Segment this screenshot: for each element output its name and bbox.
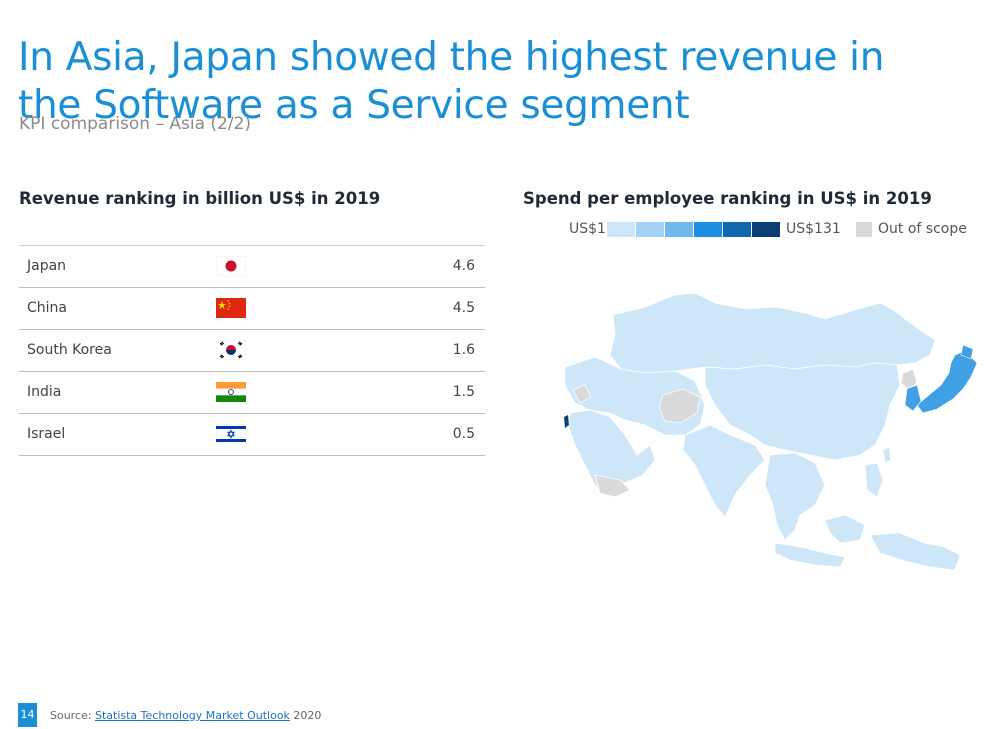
region-india	[682, 424, 766, 518]
source-link[interactable]: Statista Technology Market Outlook	[94, 709, 290, 722]
table-row: Japan 4.6	[19, 246, 485, 288]
japan-region	[916, 350, 978, 414]
region-islands-2	[824, 514, 866, 544]
table-row: India 1.5	[19, 372, 485, 414]
region-sea-mainland	[764, 452, 826, 541]
india-flag-icon	[216, 382, 246, 402]
korea-region	[904, 384, 922, 412]
page-title: In Asia, Japan showed the highest revenu…	[18, 35, 885, 129]
table-row: Israel 0.5	[19, 414, 485, 456]
legend-min-label: US$1	[569, 221, 606, 237]
israel-region	[564, 415, 569, 428]
legend-out-of-scope-label: Out of scope	[878, 221, 967, 237]
japan-flag-icon	[216, 256, 246, 276]
table-row: South Korea 1.6	[19, 330, 485, 372]
legend-swatch-4	[694, 222, 722, 237]
legend-max-label: US$131	[786, 221, 841, 237]
country-name: India	[27, 384, 62, 400]
region-philippines	[864, 462, 884, 498]
region-taiwan	[882, 446, 892, 464]
country-name: Israel	[27, 426, 66, 442]
page-subtitle: KPI comparison – Asia (2/2)	[19, 114, 252, 134]
source-year: 2020	[289, 709, 322, 722]
legend-swatch-3	[665, 222, 693, 237]
page-number: 14	[18, 703, 37, 727]
highlighted-regions	[904, 344, 978, 414]
legend-swatch-5	[723, 222, 751, 237]
country-name: South Korea	[27, 342, 112, 358]
south-korea-flag-icon	[216, 340, 246, 360]
out-of-scope-arabia-south	[594, 474, 631, 498]
asia-landmass	[564, 292, 961, 571]
region-arabia	[568, 409, 656, 496]
asia-spend-map	[564, 292, 978, 571]
out-of-scope-syria	[572, 384, 592, 404]
legend-swatch-6	[752, 222, 780, 237]
revenue-value: 1.6	[452, 342, 475, 358]
region-north	[609, 292, 936, 374]
out-of-scope-north-korea	[900, 368, 918, 390]
revenue-value: 1.5	[452, 384, 475, 400]
revenue-table: Japan 4.6 China 4.5 South Korea	[19, 245, 485, 456]
legend-swatch-2	[636, 222, 664, 237]
map-legend: US$1 US$131 Out of scope	[0, 220, 1000, 240]
out-of-scope-afghanistan	[658, 388, 701, 424]
region-islands-3	[869, 532, 961, 571]
country-name: China	[27, 300, 67, 316]
source-note: Source: Statista Technology Market Outlo…	[50, 709, 321, 722]
legend-out-of-scope-swatch	[856, 222, 872, 237]
legend-swatch-1	[607, 222, 635, 237]
israel-flag-icon	[216, 424, 246, 444]
revenue-heading: Revenue ranking in billion US$ in 2019	[19, 189, 381, 208]
revenue-value: 0.5	[452, 426, 475, 442]
source-prefix: Source:	[50, 709, 95, 722]
region-china	[704, 362, 901, 461]
china-flag-icon	[216, 298, 246, 318]
table-row: China 4.5	[19, 288, 485, 330]
out-of-scope-regions	[572, 368, 918, 498]
revenue-value: 4.6	[452, 258, 475, 274]
country-name: Japan	[27, 258, 67, 274]
region-islands-1	[774, 542, 846, 568]
japan-hokkaido	[960, 344, 974, 360]
revenue-value: 4.5	[452, 300, 475, 316]
spend-heading: Spend per employee ranking in US$ in 201…	[523, 189, 932, 208]
